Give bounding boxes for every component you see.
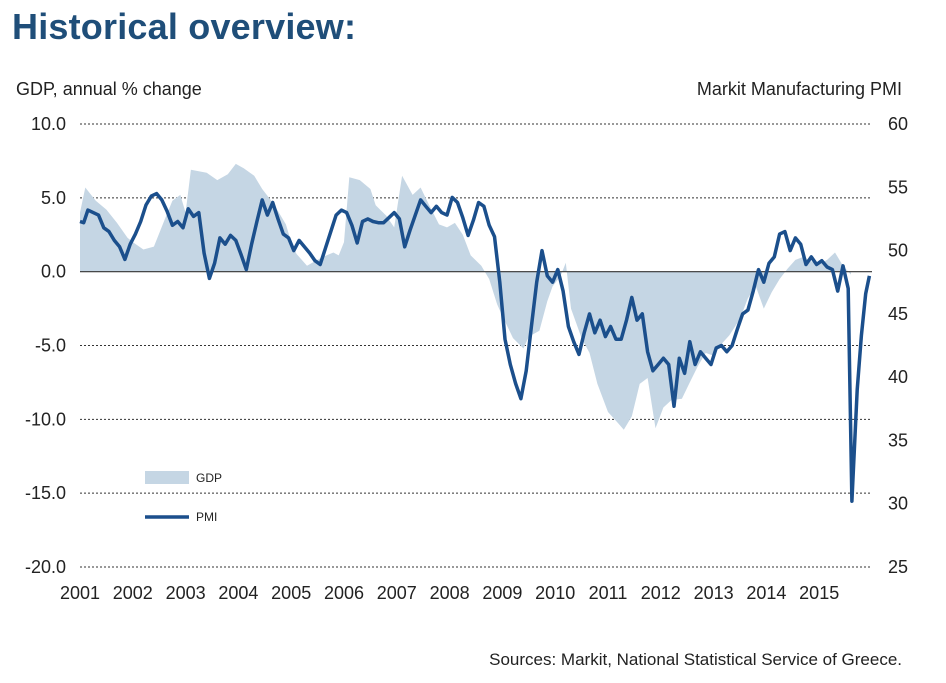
left-axis-title: GDP, annual % change — [16, 79, 202, 99]
x-tick-label: 2013 — [694, 583, 734, 603]
x-tick-label: 2010 — [535, 583, 575, 603]
x-tick-label: 2014 — [746, 583, 786, 603]
legend-pmi-label: PMI — [196, 510, 217, 524]
x-tick-label: 2002 — [113, 583, 153, 603]
x-tick-label: 2008 — [430, 583, 470, 603]
left-tick-label: -15.0 — [25, 483, 66, 503]
right-tick-label: 50 — [888, 241, 908, 261]
left-tick-label: -20.0 — [25, 557, 66, 577]
right-tick-label: 25 — [888, 557, 908, 577]
right-tick-label: 40 — [888, 367, 908, 387]
x-tick-label: 2009 — [482, 583, 522, 603]
left-tick-label: 5.0 — [41, 188, 66, 208]
right-axis-title: Markit Manufacturing PMI — [697, 79, 902, 99]
legend: GDP PMI — [145, 471, 222, 524]
left-tick-label: 0.0 — [41, 262, 66, 282]
x-tick-label: 2006 — [324, 583, 364, 603]
left-tick-label: 10.0 — [31, 114, 66, 134]
page-title: Historical overview: — [12, 6, 357, 47]
right-tick-label: 45 — [888, 304, 908, 324]
x-tick-label: 2011 — [589, 583, 628, 603]
x-tick-label: 2007 — [377, 583, 417, 603]
x-axis-ticks: 2001 2002 2003 2004 2005 2006 2007 2008 2009 2010… — [60, 583, 839, 603]
right-axis-ticks: 60 55 50 45 40 35 30 25 — [888, 114, 908, 577]
x-tick-label: 2003 — [166, 583, 206, 603]
x-tick-label: 2001 — [60, 583, 100, 603]
legend-gdp-label: GDP — [196, 471, 222, 485]
x-tick-label: 2015 — [799, 583, 839, 603]
pmi-line — [79, 191, 872, 503]
x-tick-label: 2005 — [271, 583, 311, 603]
right-tick-label: 35 — [888, 430, 908, 450]
legend-gdp-swatch — [145, 471, 189, 484]
right-tick-label: 55 — [888, 177, 908, 197]
left-tick-label: -10.0 — [25, 409, 66, 429]
x-tick-label: 2012 — [641, 583, 681, 603]
x-tick-label: 2004 — [218, 583, 258, 603]
right-tick-label: 30 — [888, 494, 908, 514]
left-axis-ticks: 10.0 5.0 0.0 -5.0 -10.0 -15.0 -20.0 — [25, 114, 66, 577]
source-note: Sources: Markit, National Statistical Se… — [489, 650, 902, 669]
right-tick-label: 60 — [888, 114, 908, 134]
gdp-area — [80, 163, 851, 430]
left-tick-label: -5.0 — [35, 336, 66, 356]
